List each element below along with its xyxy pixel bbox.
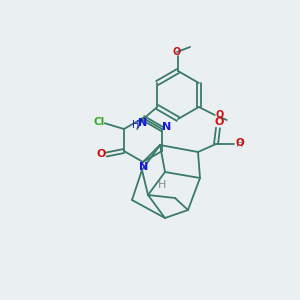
Text: O: O (216, 110, 224, 120)
Text: N: N (162, 122, 172, 132)
Text: O: O (173, 47, 181, 57)
Text: H: H (158, 180, 166, 190)
Text: N: N (140, 162, 148, 172)
Text: N: N (138, 118, 147, 128)
Text: H: H (131, 120, 139, 130)
Text: O: O (235, 138, 244, 148)
Text: H: H (236, 139, 244, 149)
Text: Cl: Cl (93, 117, 104, 127)
Text: O: O (214, 117, 224, 127)
Text: O: O (97, 148, 106, 158)
